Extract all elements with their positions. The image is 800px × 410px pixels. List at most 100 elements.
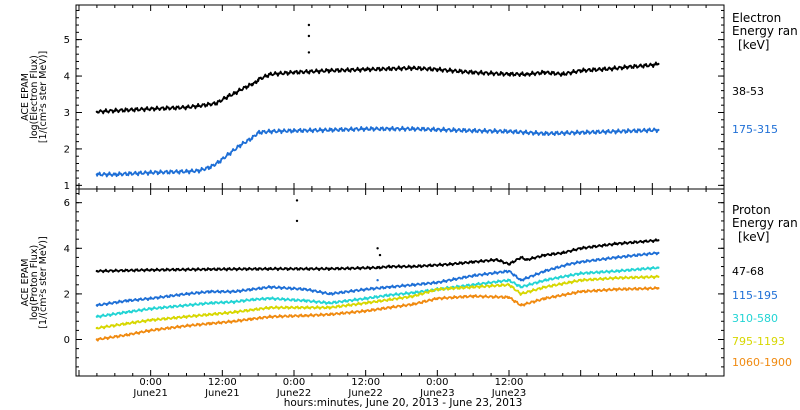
data-point [233,92,236,95]
series-line-115-195 [96,251,659,307]
data-point [251,288,254,291]
y-axis-label: ACE EPAM [20,73,31,121]
data-point [543,297,546,300]
data-point [125,299,128,302]
data-point [364,297,367,300]
data-point [95,304,99,307]
data-point [197,104,200,108]
spike-point [295,199,299,202]
data-point [149,307,152,310]
spike-point [378,253,382,257]
data-point [561,251,564,255]
data-point [95,269,99,273]
data-point [579,131,582,134]
data-point [245,85,248,89]
data-point [239,144,242,147]
x-tick-day-label: June22 [347,388,383,399]
data-point [95,110,99,114]
data-point [149,318,152,322]
x-tick-label: 0:00 [426,377,448,388]
spike-point [307,23,311,27]
data-point [185,292,188,296]
data-point [472,260,475,264]
data-point [268,267,272,270]
data-point [657,275,660,278]
data-point [388,67,391,71]
legend-title: Energy ran [732,216,798,230]
legend-title: Energy ran [732,24,798,38]
data-point [657,239,660,242]
legend-entry: 38-53 [732,85,764,98]
data-point [436,128,439,131]
spike-point [376,279,379,282]
legend-title: Electron [732,11,781,25]
data-point [304,306,308,309]
data-point [388,127,391,131]
data-point [615,242,618,245]
data-point [519,285,523,289]
data-point [579,290,582,293]
data-point [268,285,272,289]
data-point [543,269,546,273]
data-point [579,279,582,282]
y-tick-label: 4 [64,244,70,255]
data-point [185,170,188,173]
data-point [436,68,439,71]
y-axis-label: ACE EPAM [20,259,31,307]
data-point [185,315,188,318]
data-point [251,317,254,321]
y-tick-label: 2 [64,289,70,300]
data-point [388,293,391,297]
y-tick-label: 2 [64,144,70,155]
series-line-795-1193 [96,274,659,330]
y-axis-label: log(Electron Flux) [29,55,40,139]
data-point [657,62,660,66]
y-axis-label: log(Proton Flux) [29,245,40,320]
legend-entry: 47-68 [732,265,764,278]
data-point [519,292,523,296]
data-point [472,71,475,74]
data-point [233,300,236,304]
data-point [472,274,475,277]
data-point [412,66,415,70]
spike-point [307,51,311,54]
data-point [627,65,630,69]
data-point [268,306,272,309]
data-point [364,127,367,131]
data-point [209,301,212,305]
data-point [328,306,331,309]
plot-frame [75,4,725,190]
data-point [209,322,212,325]
legend-entry: 795-1193 [732,335,785,348]
y-axis-label: [1/(cm²s ster MeV)] [38,236,49,328]
data-point [197,169,200,172]
data-point [543,279,546,282]
data-point [507,283,511,286]
spike-point [376,247,379,250]
data-point [436,297,439,300]
data-point [472,295,475,298]
data-point [239,88,242,92]
data-point [412,127,415,131]
x-tick-day-label: June23 [419,388,455,399]
data-point [615,276,618,280]
data-point [304,314,308,317]
data-point [567,292,570,296]
legend-entry: 310-580 [732,312,778,325]
plot-frame [75,188,725,377]
data-point [412,291,415,294]
x-tick-day-label: June21 [204,388,240,399]
data-point [507,279,511,282]
y-axis-label: [1/(cm²s ster MeV)] [38,51,49,143]
data-point [95,326,99,330]
data-point [149,107,152,111]
data-point [328,301,331,305]
x-tick-day-label: June23 [491,388,527,399]
x-tick-label: 12:00 [351,377,380,388]
data-point [507,130,511,133]
data-point [364,301,367,305]
data-point [251,298,254,301]
data-point [364,309,367,313]
